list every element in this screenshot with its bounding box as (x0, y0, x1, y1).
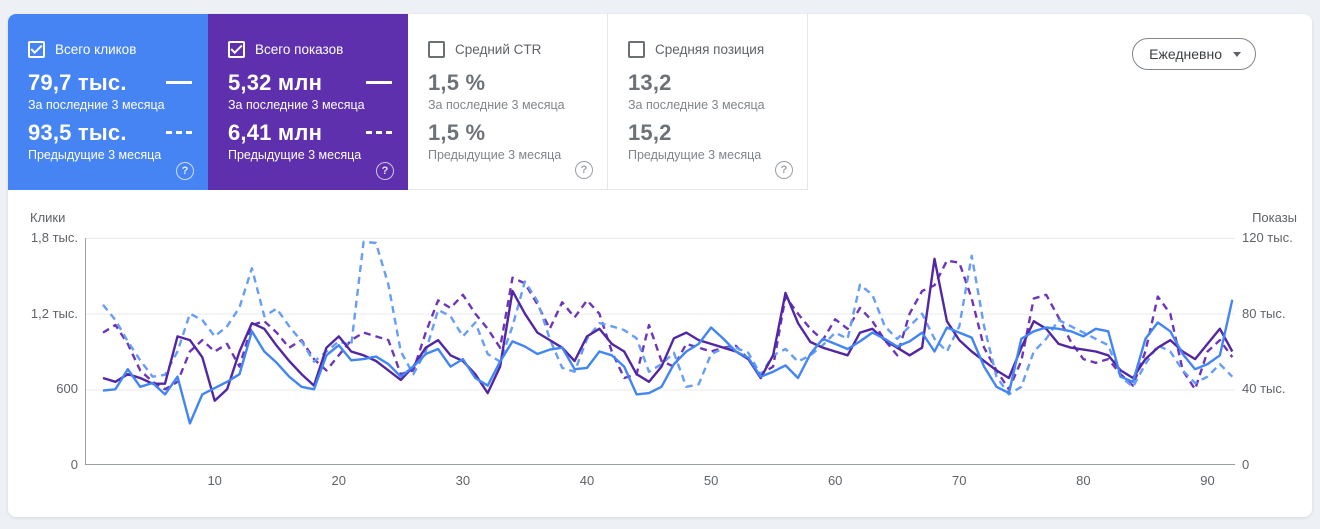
left-axis-title: Клики (30, 210, 66, 225)
card-label: Средний CTR (455, 42, 542, 57)
x-axis-tick: 50 (703, 473, 719, 488)
card-head: Средняя позиция (628, 41, 807, 58)
right-axis-tick: 40 тыс. (1242, 381, 1286, 397)
solid-line-legend-icon (366, 81, 392, 84)
solid-line-legend-icon (166, 81, 192, 84)
performance-panel: Всего кликов 79,7 тыс. За последние 3 ме… (8, 14, 1312, 517)
right-axis-tick: 0 (1242, 457, 1250, 472)
right-axis-tick: 80 тыс. (1242, 305, 1286, 321)
metric-value: 13,2 (628, 70, 672, 95)
metric-value: 1,5 % (428, 120, 486, 146)
left-axis-tick: 1,2 тыс. (30, 305, 78, 321)
metric-card-total-impressions[interactable]: Всего показов 5,32 млн За последние 3 ме… (208, 14, 408, 190)
current-period-metric: 5,32 млн За последние 3 месяца (228, 70, 408, 113)
x-axis-tick: 40 (579, 473, 595, 488)
metric-caption: За последние 3 месяца (428, 98, 565, 113)
card-label: Всего показов (255, 42, 344, 57)
card-head: Средний CTR (428, 41, 607, 58)
metric-value: 5,32 млн (228, 70, 323, 95)
checkbox-average-position[interactable] (628, 41, 645, 58)
series-line-clicks-previous (102, 240, 1234, 396)
period-selector-label: Ежедневно (1149, 46, 1222, 62)
x-axis-tick: 20 (331, 473, 347, 488)
metric-value: 1,5 % (428, 70, 486, 95)
metric-caption: За последние 3 месяца (28, 98, 165, 113)
metric-value: 93,5 тыс. (28, 120, 127, 146)
previous-period-metric: 1,5 % Предыдущие 3 месяца (428, 120, 607, 163)
metric-caption: Предыдущие 3 месяца (228, 148, 362, 163)
left-axis-tick: 1,8 тыс. (30, 230, 78, 245)
current-period-metric: 1,5 % За последние 3 месяца (428, 70, 607, 113)
card-head: Всего кликов (28, 41, 208, 58)
help-icon[interactable]: ? (775, 161, 793, 179)
checkbox-total-clicks[interactable] (28, 41, 45, 58)
series-line-clicks-current (102, 299, 1234, 425)
x-axis-tick: 60 (827, 473, 843, 488)
metric-value: 15,2 (628, 120, 672, 146)
period-selector-dropdown[interactable]: Ежедневно (1132, 38, 1256, 70)
help-icon[interactable]: ? (575, 161, 593, 179)
metric-card-average-position[interactable]: Средняя позиция 13,2 За последние 3 меся… (608, 14, 808, 190)
metric-caption: За последние 3 месяца (228, 98, 365, 113)
right-axis-tick: 120 тыс. (1242, 230, 1293, 245)
card-label: Всего кликов (55, 42, 137, 57)
previous-period-metric: 6,41 млн Предыдущие 3 месяца (228, 120, 408, 163)
x-axis-tick: 80 (1076, 473, 1091, 488)
dropdown-arrow-icon (1233, 51, 1241, 57)
help-icon[interactable]: ? (376, 162, 394, 180)
card-label: Средняя позиция (655, 42, 765, 57)
series-line-impressions-previous (102, 259, 1234, 391)
x-axis-tick: 30 (455, 473, 471, 488)
x-axis-tick: 90 (1200, 473, 1215, 488)
metric-caption: За последние 3 месяца (628, 98, 765, 113)
left-axis-tick: 0 (70, 457, 78, 472)
metric-caption: Предыдущие 3 месяца (28, 148, 162, 163)
checkbox-average-ctr[interactable] (428, 41, 445, 58)
metric-caption: Предыдущие 3 месяца (428, 148, 562, 163)
performance-line-chart (85, 238, 1235, 465)
x-axis-tick: 10 (207, 473, 222, 488)
metric-value: 6,41 млн (228, 120, 323, 146)
x-axis-tick: 70 (952, 473, 967, 488)
right-axis-title: Показы (1252, 210, 1297, 225)
metric-value: 79,7 тыс. (28, 70, 127, 95)
metric-card-total-clicks[interactable]: Всего кликов 79,7 тыс. За последние 3 ме… (8, 14, 208, 190)
current-period-metric: 13,2 За последние 3 месяца (628, 70, 807, 113)
previous-period-metric: 93,5 тыс. Предыдущие 3 месяца (28, 120, 208, 163)
performance-chart-plot-area[interactable] (85, 238, 1235, 465)
metric-caption: Предыдущие 3 месяца (628, 148, 762, 163)
metric-card-average-ctr[interactable]: Средний CTR 1,5 % За последние 3 месяца … (408, 14, 608, 190)
dashed-line-legend-icon (366, 131, 392, 135)
card-head: Всего показов (228, 41, 408, 58)
checkbox-total-impressions[interactable] (228, 41, 245, 58)
metric-cards-row: Всего кликов 79,7 тыс. За последние 3 ме… (8, 14, 808, 190)
dashed-line-legend-icon (166, 131, 192, 135)
left-axis-tick: 600 (56, 381, 78, 397)
help-icon[interactable]: ? (176, 162, 194, 180)
current-period-metric: 79,7 тыс. За последние 3 месяца (28, 70, 208, 113)
previous-period-metric: 15,2 Предыдущие 3 месяца (628, 120, 807, 163)
